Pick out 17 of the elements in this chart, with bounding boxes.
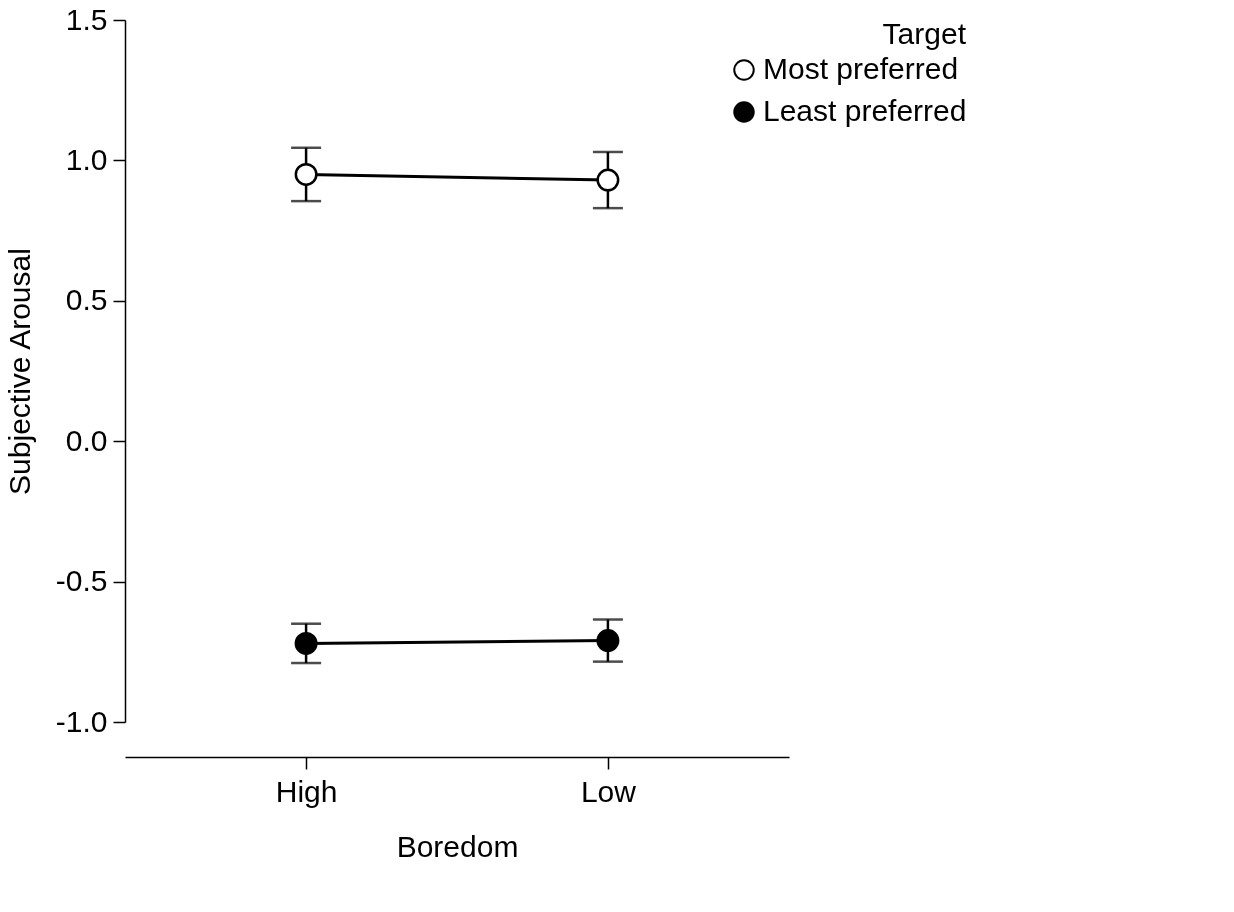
- y-tick-label: 1.5: [65, 2, 108, 36]
- y-tick-label: 1.0: [65, 142, 108, 176]
- point: [294, 631, 318, 655]
- legend-title: Target: [882, 17, 967, 50]
- y-tick-label: -1.0: [55, 704, 108, 738]
- y-axis-title: Subjective Arousal: [2, 248, 36, 495]
- legend-label: Most preferred: [763, 52, 959, 85]
- y-tick-label: -0.5: [55, 564, 108, 598]
- point: [596, 168, 620, 192]
- legend-label: Least preferred: [763, 94, 967, 127]
- x-axis-title: Boredom: [396, 829, 519, 863]
- y-tick-label: 0.0: [65, 423, 108, 457]
- point: [596, 629, 620, 653]
- point: [294, 162, 318, 186]
- x-tick-label: Low: [580, 774, 637, 808]
- y-tick-label: 0.5: [65, 283, 108, 317]
- x-tick-label: High: [275, 774, 338, 808]
